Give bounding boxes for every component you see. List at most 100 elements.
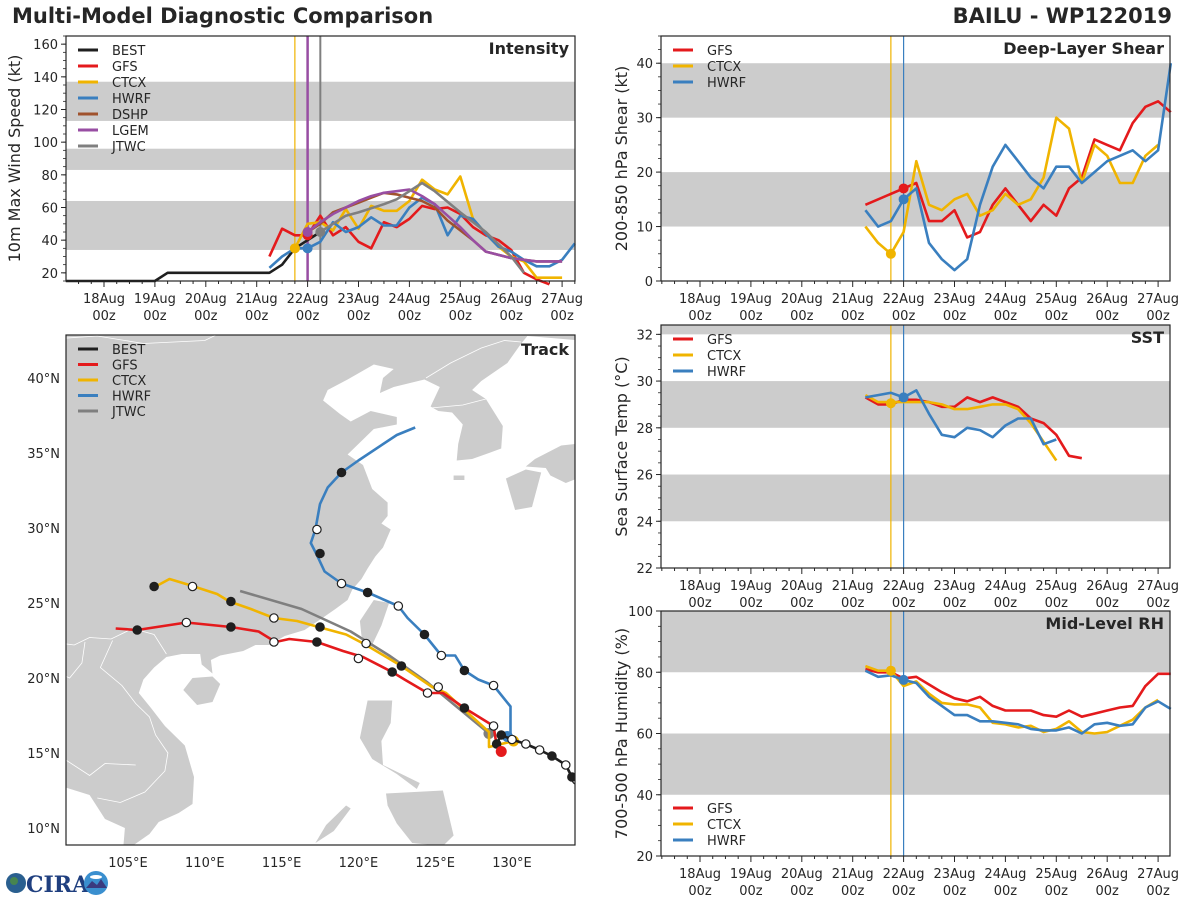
x-tick-label: 20Aug (781, 292, 823, 307)
legend-label-ctcx: CTCX (112, 374, 146, 389)
track-point-best (560, 760, 571, 770)
land-palawan (315, 805, 351, 843)
x-tick-sublabel: 00z (347, 309, 371, 324)
cira-logo: CIRA (6, 871, 108, 898)
track-point-hwrf-open (436, 650, 447, 661)
x-tick-label: 23Aug (338, 292, 380, 307)
x-tick-sublabel: 00z (892, 309, 916, 324)
legend-label-ctcx: CTCX (707, 60, 741, 75)
marker-ctcx (289, 243, 300, 254)
x-tick-label: 26Aug (1086, 292, 1128, 307)
y-axis-label: Sea Surface Temp (°C) (612, 356, 631, 536)
plot-area (661, 325, 1170, 568)
x-tick-label: 22Aug (883, 292, 925, 307)
track-line-hwrf (309, 426, 512, 738)
track-point-ctcx-filled (315, 622, 325, 632)
plot-frame (65, 35, 576, 282)
shaded-band (661, 474, 1170, 522)
x-tick-label: 25Aug (1035, 292, 1077, 307)
x-tick-sublabel: 00z (92, 309, 116, 324)
x-tick-label: 22Aug (287, 292, 329, 307)
x-tick-sublabel: 00z (1146, 884, 1170, 899)
legend-label-gfs: GFS (707, 802, 733, 817)
intensity-panel: 20 40 60 80 100 120 140 160 18Aug 00z 19Aug 00z 20Au… (5, 35, 583, 324)
lat-tick-label: 20°N (27, 672, 60, 687)
x-tick-label: 19Aug (730, 292, 772, 307)
y-tick-label: 10 (636, 221, 653, 236)
border-korea-dmz (430, 398, 487, 409)
x-tick-label: 19Aug (730, 579, 772, 594)
marker-hwrf (302, 243, 313, 254)
x-tick-label: 20Aug (781, 579, 823, 594)
x-tick-label: 27Aug (1137, 579, 1179, 594)
lat-tick-label: 15°N (27, 747, 60, 762)
x-tick-sublabel: 00z (892, 596, 916, 611)
x-tick-label: 19Aug (134, 292, 176, 307)
y-tick-label: 0 (645, 275, 653, 290)
x-tick-sublabel: 00z (1096, 884, 1120, 899)
x-tick-sublabel: 00z (1146, 596, 1170, 611)
x-tick-sublabel: 00z (688, 309, 712, 324)
track-line-gfs (115, 621, 503, 753)
lon-tick-label: 120°E (339, 856, 379, 871)
track-point-best (567, 772, 575, 782)
track-point-gfs-open (269, 637, 279, 647)
track-point-ctcx-filled (396, 661, 407, 671)
marker-ctcx (885, 248, 896, 259)
sst-panel: 22 24 26 28 30 32 18Aug 00z 19Aug 00z 20Aug 00z 21Au… (612, 324, 1179, 611)
track-line-ctcx (154, 577, 514, 749)
border-china-korea (425, 340, 522, 379)
x-tick-sublabel: 00z (1096, 309, 1120, 324)
x-tick-label: 26Aug (490, 292, 532, 307)
track-point-hwrf-filled (459, 665, 470, 676)
plot-frame (660, 35, 1171, 282)
land-visayas (386, 790, 454, 845)
border-mongolia (66, 335, 217, 344)
x-tick-sublabel: 00z (994, 309, 1018, 324)
x-tick-sublabel: 00z (790, 884, 814, 899)
x-tick-label: 24Aug (984, 867, 1026, 882)
x-tick-label: 24Aug (388, 292, 430, 307)
x-tick-label: 23Aug (934, 292, 976, 307)
y-tick-label: 22 (636, 562, 653, 577)
lon-tick-label: 125°E (415, 856, 455, 871)
y-tick-label: 60 (636, 728, 653, 743)
track-point-ctcx-filled (149, 581, 159, 592)
border-vietnam-laos-cambodia (97, 640, 169, 803)
x-tick-label: 25Aug (1035, 867, 1077, 882)
border-china-vietnam (66, 628, 167, 655)
x-tick-label: 20Aug (781, 867, 823, 882)
track-point-gfs-filled (226, 622, 236, 632)
legend-label-jtwc: JTWC (111, 405, 146, 420)
y-tick-label: 32 (636, 328, 653, 343)
track-point-gfs-filled (387, 667, 397, 677)
y-tick-label: 20 (636, 850, 653, 865)
y-tick-label: 40 (636, 789, 653, 804)
y-tick-label: 40 (636, 57, 653, 72)
x-tick-label: 22Aug (883, 867, 925, 882)
rh-panel: 20 40 60 80 100 18Aug 00z 19Aug 00z 20Aug 00z 21Aug… (612, 605, 1179, 899)
track-point-gfs-open (181, 617, 192, 628)
x-tick-label: 27Aug (541, 292, 583, 307)
x-tick-label: 18Aug (83, 292, 125, 307)
track-point-hwrf-filled (362, 587, 373, 598)
y-tick-label: 30 (636, 375, 653, 390)
x-tick-sublabel: 00z (943, 884, 967, 899)
panel-title: Deep-Layer Shear (1003, 39, 1164, 58)
y-axis-label: 700-500 hPa Humidity (%) (612, 628, 631, 839)
track-point-hwrf-filled (336, 467, 347, 478)
track-point-hwrf-open (393, 601, 404, 611)
x-tick-sublabel: 00z (688, 884, 712, 899)
mountain-icon (86, 879, 107, 888)
track-point-hwrf-filled (419, 629, 430, 640)
x-tick-sublabel: 00z (500, 309, 524, 324)
legend-label-gfs: GFS (707, 44, 733, 59)
land-jeju (453, 475, 465, 480)
y-tick-label: 40 (41, 234, 58, 249)
shaded-band (661, 733, 1170, 795)
x-tick-label: 18Aug (679, 579, 721, 594)
shaded-band (661, 325, 1170, 335)
legend-label-lgem: LGEM (112, 124, 149, 139)
track-point-ctcx-open (269, 613, 279, 623)
